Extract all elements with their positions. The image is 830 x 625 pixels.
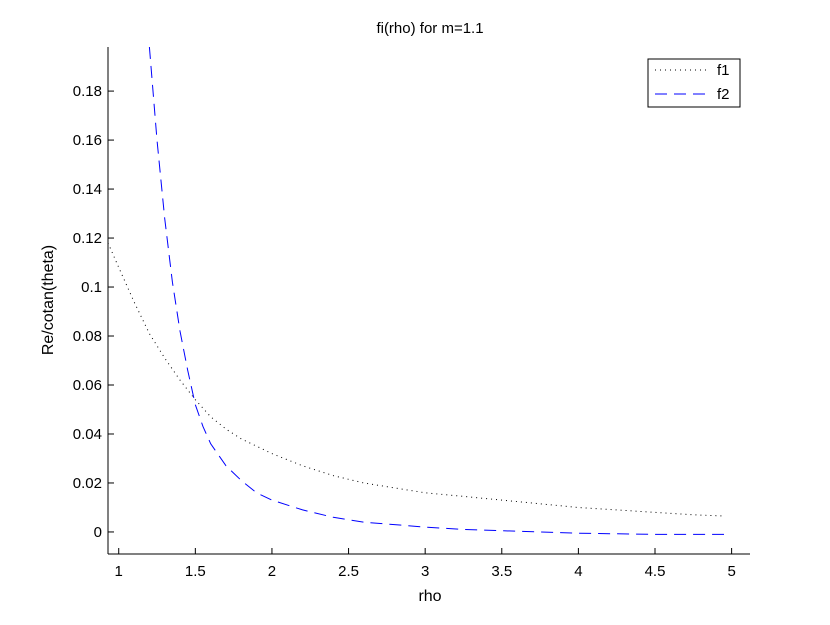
x-tick-label: 2.5 [338,563,359,580]
y-tick-label: 0.08 [73,328,102,345]
series-line-f1 [107,242,725,517]
x-tick-label: 4.5 [645,563,666,580]
y-tick-label: 0.12 [73,230,102,247]
series-layer [107,46,725,535]
x-tick-label: 3.5 [491,563,512,580]
y-tick-label: 0 [94,524,102,541]
x-ticks: 1 1.5 2 2.5 3 3.5 4 4.5 5 [115,548,736,580]
chart-title: fi(rho) for m=1.1 [376,20,483,37]
y-tick-label: 0.16 [73,132,102,149]
legend-label-f2: f2 [717,86,730,103]
y-tick-label: 0.02 [73,475,102,492]
x-tick-label: 5 [727,563,735,580]
x-axis-label: rho [418,588,441,605]
legend-label-f1: f1 [717,62,730,79]
x-tick-label: 3 [421,563,429,580]
x-tick-label: 1.5 [185,563,206,580]
plot-area: 1 1.5 2 2.5 3 3.5 4 4.5 5 0 0.02 0.04 0.06 0.08 0.1 0.… [73,46,750,580]
legend: f1 f2 [647,58,741,108]
legend-box [647,58,741,108]
y-tick-label: 0.18 [73,83,102,100]
y-tick-label: 0.06 [73,377,102,394]
x-tick-label: 4 [574,563,582,580]
series-line-f2 [148,46,724,535]
x-tick-label: 1 [115,563,123,580]
y-tick-label: 0.14 [73,181,102,198]
y-tick-label: 0.04 [73,426,102,443]
x-tick-label: 2 [268,563,276,580]
y-axis-label: Re/cotan(theta) [40,245,57,355]
y-tick-label: 0.1 [81,279,102,296]
y-ticks: 0 0.02 0.04 0.06 0.08 0.1 0.12 0.14 0.16 0.18 [73,83,114,541]
